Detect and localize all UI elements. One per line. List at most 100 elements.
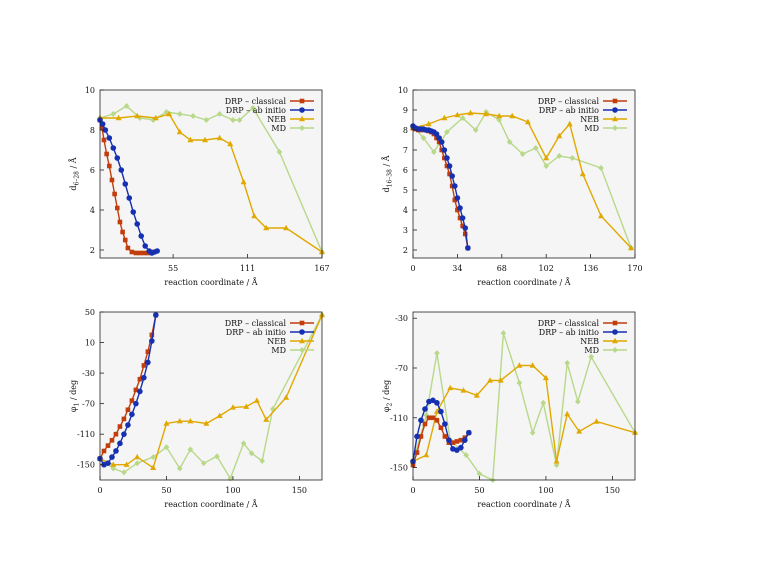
x-tick-label: 50 (161, 486, 171, 495)
data-point (476, 470, 483, 477)
y-tick-label: -110 (77, 430, 95, 439)
data-point (230, 117, 236, 123)
data-point (250, 105, 256, 111)
plot-frame (99, 311, 323, 481)
legend-entry: MD (584, 124, 627, 133)
data-point (121, 431, 127, 437)
data-point (497, 377, 504, 383)
y-axis-label: φ1 / deg (69, 380, 81, 412)
data-point (133, 387, 139, 393)
data-point (450, 440, 456, 445)
data-point (462, 437, 468, 443)
legend-entry: NEB (267, 337, 314, 346)
legend-label: NEB (580, 115, 599, 124)
y-tick-label: -150 (390, 464, 408, 473)
data-point (141, 374, 147, 381)
legend-entry: DRP – classical (225, 319, 314, 328)
legend-label: MD (584, 124, 599, 133)
data-point (187, 136, 194, 143)
data-point (425, 120, 432, 127)
data-point (122, 181, 129, 187)
legend-label: NEB (267, 337, 286, 346)
data-point (441, 114, 448, 121)
y-tick-label: -70 (82, 400, 95, 409)
y-tick-label: -110 (390, 414, 408, 423)
data-point (422, 421, 428, 427)
data-point (457, 205, 463, 211)
data-point (449, 173, 455, 179)
data-point (430, 415, 436, 421)
legend-marker (612, 125, 618, 131)
data-point (263, 224, 270, 231)
legend-entry: MD (584, 346, 627, 355)
data-point (506, 139, 513, 145)
y-tick-label: 7 (403, 146, 408, 155)
chart-panel-3: 0 50 100 150 -150 -110 -70 -30 10 50 reaction coor… (69, 308, 325, 509)
data-point (569, 155, 576, 161)
data-point (251, 212, 258, 219)
data-point (460, 387, 467, 393)
plot-frame (99, 89, 323, 259)
data-point (283, 224, 290, 231)
data-point (104, 151, 109, 157)
data-point (455, 207, 460, 213)
y-tick-label: 4 (90, 206, 95, 215)
legend-entry: DRP – ab initio (539, 328, 627, 337)
data-point (459, 115, 466, 121)
series-drp-ab-initio (410, 123, 471, 251)
data-point (430, 397, 436, 404)
plot-frame (412, 89, 636, 259)
data-point (436, 135, 442, 141)
x-axis-label: reaction coordinate / Å (164, 278, 257, 287)
data-point (122, 237, 128, 243)
legend-entry: MD (271, 124, 314, 133)
y-axis-label: d16–38 / Å (382, 155, 394, 192)
data-point (145, 349, 151, 355)
data-point (137, 376, 143, 382)
data-point (454, 111, 461, 118)
x-tick-label: 0 (410, 264, 415, 273)
data-point (149, 332, 155, 338)
data-point (564, 360, 571, 367)
y-tick-label: 10 (85, 86, 95, 95)
data-point (483, 110, 490, 117)
x-tick-label: 34 (452, 264, 462, 273)
data-point (460, 223, 465, 229)
y-tick-label: 3 (403, 226, 408, 235)
legend-marker (299, 107, 305, 113)
legend-entry: NEB (267, 115, 314, 124)
data-point (176, 128, 183, 135)
data-point (109, 177, 115, 183)
data-point (462, 225, 469, 231)
data-point (553, 458, 560, 464)
data-point (451, 183, 458, 189)
data-point (454, 195, 461, 201)
data-point (438, 139, 445, 145)
y-tick-label: 50 (85, 308, 95, 317)
data-point (532, 145, 539, 151)
chart-panel-4: 0 50 100 150 -150 -110 -70 -30 reaction coordina… (382, 311, 638, 509)
legend-entry: DRP – classical (538, 319, 627, 328)
data-point (434, 350, 440, 357)
series-drp-ab-initio (410, 397, 472, 465)
data-point (142, 243, 148, 249)
y-tick-label: -30 (395, 314, 408, 323)
data-point (509, 112, 516, 119)
data-point (115, 114, 122, 121)
data-point (101, 448, 107, 454)
series-md (97, 312, 325, 482)
data-point (190, 113, 196, 119)
data-point (588, 353, 594, 360)
data-point (433, 131, 440, 137)
data-point (154, 248, 160, 254)
data-point (466, 429, 472, 436)
legend-label: MD (271, 346, 286, 355)
x-tick-label: 50 (474, 486, 484, 495)
data-point (114, 205, 120, 211)
legend-marker (612, 347, 618, 353)
data-point (447, 171, 452, 177)
data-point (106, 135, 113, 141)
data-point (125, 407, 131, 413)
